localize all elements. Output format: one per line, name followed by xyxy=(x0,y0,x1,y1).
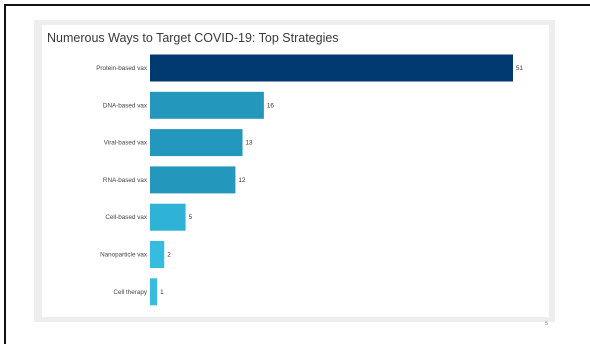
value-label: 5 xyxy=(189,214,193,221)
value-label: 16 xyxy=(267,102,275,109)
bar-viral-based-vax xyxy=(150,129,243,157)
category-label: RNA-based vax xyxy=(103,177,148,184)
bar-cell-based-vax xyxy=(150,203,186,231)
bar-cell-therapy xyxy=(150,278,158,306)
value-label: 2 xyxy=(167,252,171,259)
bar-nanoparticle-vax xyxy=(150,241,165,268)
bar-protein-based-vax xyxy=(150,54,513,82)
value-label: 51 xyxy=(516,65,524,72)
bar-dna-based-vax xyxy=(150,91,264,119)
value-label: 12 xyxy=(238,177,246,184)
category-label: Nanoparticle vax xyxy=(100,252,148,259)
category-label: Cell therapy xyxy=(113,289,147,296)
category-label: DNA-based vax xyxy=(103,102,148,109)
chart-title: Numerous Ways to Target COVID-19: Top St… xyxy=(47,31,339,45)
value-label: 1 xyxy=(160,289,164,296)
category-label: Protein-based vax xyxy=(96,65,148,72)
category-label: Viral-based vax xyxy=(104,140,148,147)
bar-rna-based-vax xyxy=(150,166,236,194)
chart-card: Numerous Ways to Target COVID-19: Top St… xyxy=(42,25,549,317)
value-label: 13 xyxy=(246,140,254,147)
page-number: 5 xyxy=(545,321,549,327)
category-label: Cell-based vax xyxy=(105,214,148,221)
